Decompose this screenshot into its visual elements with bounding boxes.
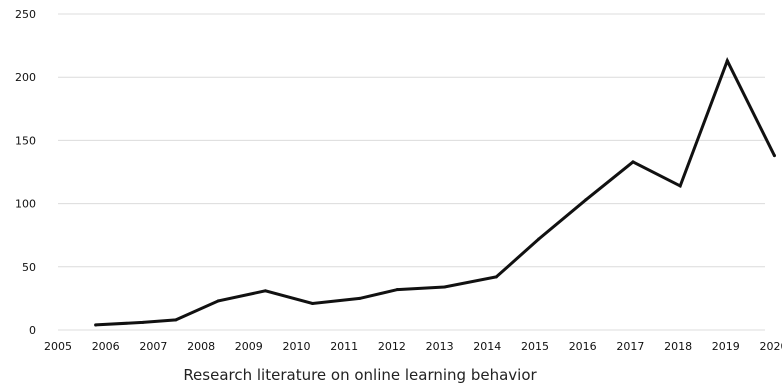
series-line-0	[94, 57, 776, 327]
x-tick-label-2014: 2014	[473, 340, 501, 353]
gridlines	[58, 13, 765, 331]
data-point-14	[725, 59, 729, 63]
chart-caption: Research literature on online learning b…	[183, 366, 537, 384]
x-tick-label-2011: 2011	[330, 340, 358, 353]
x-tick-label-2008: 2008	[187, 340, 215, 353]
data-point-2	[174, 318, 178, 322]
data-point-15	[772, 154, 776, 158]
data-point-10	[537, 237, 541, 241]
data-point-11	[584, 198, 588, 202]
data-point-8	[442, 285, 446, 289]
x-tick-label-2006: 2006	[92, 340, 120, 353]
x-tick-label-2020: 2020	[760, 340, 782, 353]
series-group	[94, 57, 776, 327]
data-point-7	[395, 288, 399, 292]
y-tick-label-250: 250	[15, 8, 36, 21]
data-point-3	[216, 299, 220, 303]
x-tick-label-2007: 2007	[139, 340, 167, 353]
y-tick-label-50: 50	[22, 261, 36, 274]
y-tick-label-0: 0	[29, 324, 36, 337]
x-axis-ticks: 2005 2006 2007 2008 2009 2010 2011 2012 2013 2014…	[44, 340, 782, 353]
data-point-9	[494, 275, 498, 279]
x-tick-label-2017: 2017	[616, 340, 644, 353]
x-tick-label-2013: 2013	[426, 340, 454, 353]
x-tick-label-2005: 2005	[44, 340, 72, 353]
x-tick-label-2016: 2016	[569, 340, 597, 353]
data-point-4	[263, 289, 267, 293]
x-tick-label-2009: 2009	[235, 340, 263, 353]
x-tick-label-2012: 2012	[378, 340, 406, 353]
data-point-6	[358, 296, 362, 300]
data-point-13	[678, 184, 682, 188]
y-tick-label-200: 200	[15, 71, 36, 84]
y-tick-label-150: 150	[15, 134, 36, 147]
data-point-1	[141, 320, 145, 324]
data-point-5	[311, 301, 315, 305]
y-axis-ticks: 0 50 100 150 200 250	[15, 8, 36, 337]
y-tick-label-100: 100	[15, 198, 36, 211]
x-tick-label-2018: 2018	[664, 340, 692, 353]
x-tick-label-2019: 2019	[712, 340, 740, 353]
data-point-12	[631, 160, 635, 164]
data-point-0	[94, 323, 98, 327]
x-tick-label-2010: 2010	[283, 340, 311, 353]
x-tick-label-2015: 2015	[521, 340, 549, 353]
